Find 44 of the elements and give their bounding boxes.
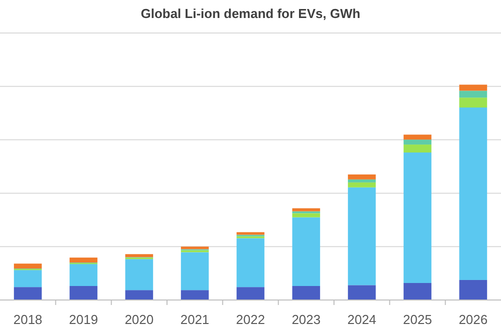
bar	[125, 290, 154, 300]
bar	[348, 179, 376, 182]
bar	[459, 108, 488, 280]
bar	[404, 152, 432, 283]
x-tick-label: 2021	[180, 312, 210, 327]
x-tick-label: 2026	[458, 312, 488, 327]
bar	[404, 282, 432, 300]
bar	[70, 258, 98, 263]
bar	[70, 286, 98, 300]
bar	[459, 280, 488, 300]
x-tick-label: 2024	[347, 312, 376, 327]
bar	[348, 182, 376, 188]
bar	[14, 287, 42, 300]
bar	[292, 286, 320, 300]
x-tick-label: 2022	[236, 312, 265, 327]
bar	[292, 208, 320, 212]
bar	[14, 270, 42, 288]
x-tick-label: 2025	[403, 312, 432, 327]
bar	[404, 134, 432, 140]
chart-title: Global Li-ion demand for EVs, GWh	[140, 6, 360, 21]
bar	[459, 90, 488, 98]
x-tick-label: 2018	[13, 312, 42, 327]
bar	[180, 246, 209, 250]
bar	[459, 84, 488, 91]
bar	[236, 287, 264, 300]
bar	[404, 140, 432, 145]
bar	[14, 264, 42, 269]
x-tick-label: 2020	[124, 312, 154, 327]
bar	[459, 98, 488, 108]
bar	[125, 254, 154, 258]
bar	[236, 232, 264, 235]
bar	[348, 174, 376, 180]
bar	[180, 290, 209, 300]
bar	[180, 252, 209, 290]
bar	[348, 187, 376, 286]
bar	[348, 285, 376, 300]
bar	[292, 217, 320, 286]
x-tick-label: 2023	[292, 312, 321, 327]
bar	[236, 238, 264, 288]
bar	[292, 213, 320, 218]
bar	[70, 264, 98, 286]
x-tick-label: 2019	[69, 312, 98, 327]
bar	[125, 259, 154, 290]
bar	[404, 144, 432, 153]
